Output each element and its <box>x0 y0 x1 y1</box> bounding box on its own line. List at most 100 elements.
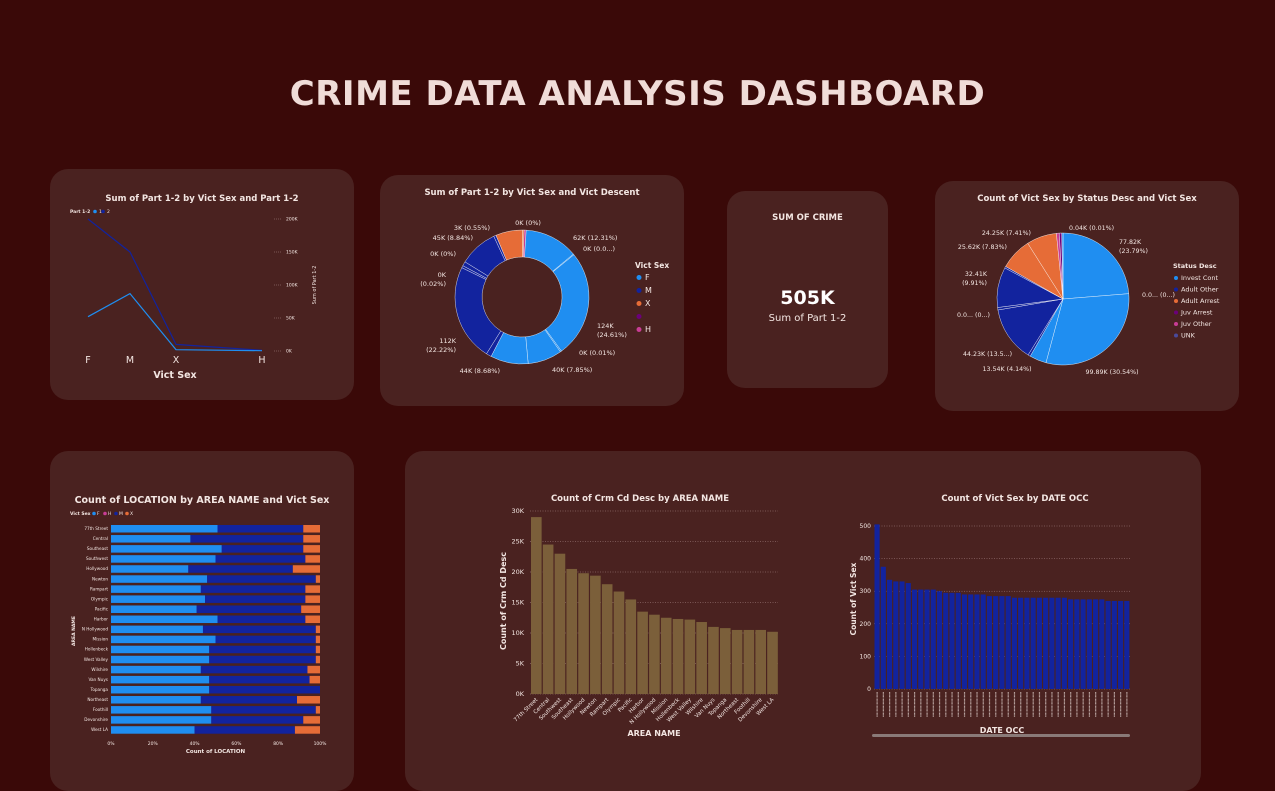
donut-legend-title: Vict Sex <box>635 261 669 270</box>
bar-segment-f <box>111 696 201 704</box>
column-bar <box>943 592 949 689</box>
bar-segment-m <box>209 675 310 684</box>
bar-segment-f <box>111 545 222 553</box>
line-chart-card[interactable]: Sum of Part 1-2 by Vict Sex and Part 1-2… <box>50 169 354 400</box>
pie-chart-card[interactable]: Count of Vict Sex by Status Desc and Vic… <box>935 181 1239 411</box>
x-axis-label: AREA NAME <box>627 729 680 738</box>
column-bar <box>578 573 589 694</box>
bar-category-label: Foothill <box>93 707 108 712</box>
column-bar <box>590 575 601 694</box>
bar-category-label: 77th Street <box>84 526 108 531</box>
pie-data-label: 77.82K <box>1119 239 1142 246</box>
bar-segment-x <box>307 665 320 674</box>
area-column-title: Count of Crm Cd Desc by AREA NAME <box>550 494 730 504</box>
legend-dot <box>1174 333 1178 338</box>
x-tick-label: M <box>126 355 134 366</box>
stacked-bar-card[interactable]: Count of LOCATION by AREA NAME and Vict … <box>50 451 354 791</box>
bar-legend-label: H <box>108 511 111 517</box>
donut-data-label: 0K (0%) <box>515 219 541 227</box>
column-bar <box>719 628 731 694</box>
column-bar <box>1005 596 1011 689</box>
kpi-card[interactable]: SUM OF CRIME 505K Sum of Part 1-2 <box>727 191 888 388</box>
bar-segment-m <box>202 625 316 634</box>
bar-segment-m <box>205 595 306 603</box>
bar-segment-m <box>200 696 298 704</box>
x-tick-label: F <box>85 355 90 366</box>
y-tick-label: 100 <box>860 653 872 660</box>
y-axis-label: Count of Crm Cd Desc <box>499 552 508 650</box>
bar-segment-m <box>207 575 316 583</box>
bar-segment-m <box>200 665 308 674</box>
bar-segment-f <box>111 716 212 724</box>
pie-slice <box>1062 232 1130 300</box>
bar-segment-f <box>111 585 201 593</box>
column-bar <box>886 579 893 689</box>
pie-chart: 0.04K (0.01%) 77.82K (23.79%) 0.0... (0...)… <box>957 225 1220 376</box>
line-legend-label: 1 <box>99 209 102 215</box>
column-bar <box>1080 599 1086 689</box>
bar-segment-m <box>209 685 320 694</box>
pie-data-label: 24.25K (7.41%) <box>982 230 1031 237</box>
y-tick-label: 20K <box>511 568 524 576</box>
column-bar <box>601 584 613 694</box>
column-bar <box>986 596 993 689</box>
column-charts-card[interactable]: Count of Crm Cd Desc by AREA NAME Count … <box>405 451 1201 791</box>
bar-category-label: Devonshire <box>84 717 108 722</box>
bar-segment-m <box>209 645 316 654</box>
bar-segment-x <box>305 555 320 563</box>
line-series-2 <box>87 292 263 352</box>
pie-legend-label: Adult Arrest <box>1181 297 1220 305</box>
bar-segment-m <box>200 585 306 593</box>
column-bar <box>1111 600 1117 689</box>
bar-segment-m <box>190 535 304 543</box>
donut-data-label: 0K (0%) <box>430 250 456 258</box>
legend-dot-1 <box>93 209 97 214</box>
x-tick-label: 0% <box>107 741 115 747</box>
column-bar <box>731 629 743 694</box>
bar-category-label: Northeast <box>87 697 108 702</box>
bar-segment-m <box>196 605 302 613</box>
pie-legend-label: Juv Arrest <box>1180 309 1213 317</box>
column-bar <box>684 619 696 694</box>
legend-dot <box>636 327 642 332</box>
pie-legend-label: Juv Other <box>1180 320 1212 328</box>
bar-segment-x <box>303 716 320 724</box>
bar-segment-m <box>215 635 316 644</box>
horizontal-scrollbar[interactable] <box>872 734 1130 737</box>
bar-segment-f <box>111 595 206 603</box>
column-bar <box>755 629 767 694</box>
column-bar <box>672 618 684 694</box>
bar-segment-f <box>111 685 210 694</box>
bar-segment-f <box>111 726 195 734</box>
bar-segment-x <box>315 575 320 583</box>
dashboard-title: CRIME DATA ANALYSIS DASHBOARD <box>289 74 986 114</box>
donut-data-label: 0K <box>438 271 447 279</box>
line-series-1 <box>87 218 263 351</box>
bar-segment-f <box>111 665 201 674</box>
bar-segment-f <box>111 525 218 533</box>
pie-legend-label: UNK <box>1181 332 1196 340</box>
pie-legend-label: Invest Cont <box>1181 274 1219 282</box>
bar-category-label: Southwest <box>86 556 108 561</box>
column-bar <box>955 592 961 689</box>
bar-category-label: West Valley <box>84 657 109 662</box>
pie-chart-title: Count of Vict Sex by Status Desc and Vic… <box>977 194 1197 204</box>
donut-chart-card[interactable]: Sum of Part 1-2 by Vict Sex and Vict Des… <box>380 175 684 406</box>
column-bar <box>961 594 968 689</box>
x-tick-label: 20% <box>148 741 159 747</box>
donut-legend-label: X <box>645 299 651 308</box>
bar-segment-x <box>303 535 320 543</box>
column-bar <box>554 553 566 694</box>
donut-data-label: 44K (8.68%) <box>460 367 500 375</box>
column-bar <box>980 594 986 689</box>
column-bar <box>708 626 719 694</box>
column-bar <box>1024 597 1030 689</box>
line-chart: Part 1-2 1 2 200K 150K 100K 50K 0K Sum of Part 1… <box>70 209 318 381</box>
y-tick-label: 0K <box>516 690 525 698</box>
bar-category-label: Mission <box>92 637 108 642</box>
donut-legend-label: M <box>645 286 652 295</box>
column-bar <box>767 631 778 694</box>
bar-segment-f <box>111 535 191 543</box>
legend-dot <box>103 511 107 516</box>
pie-data-label: 25.62K (7.83%) <box>958 244 1007 251</box>
